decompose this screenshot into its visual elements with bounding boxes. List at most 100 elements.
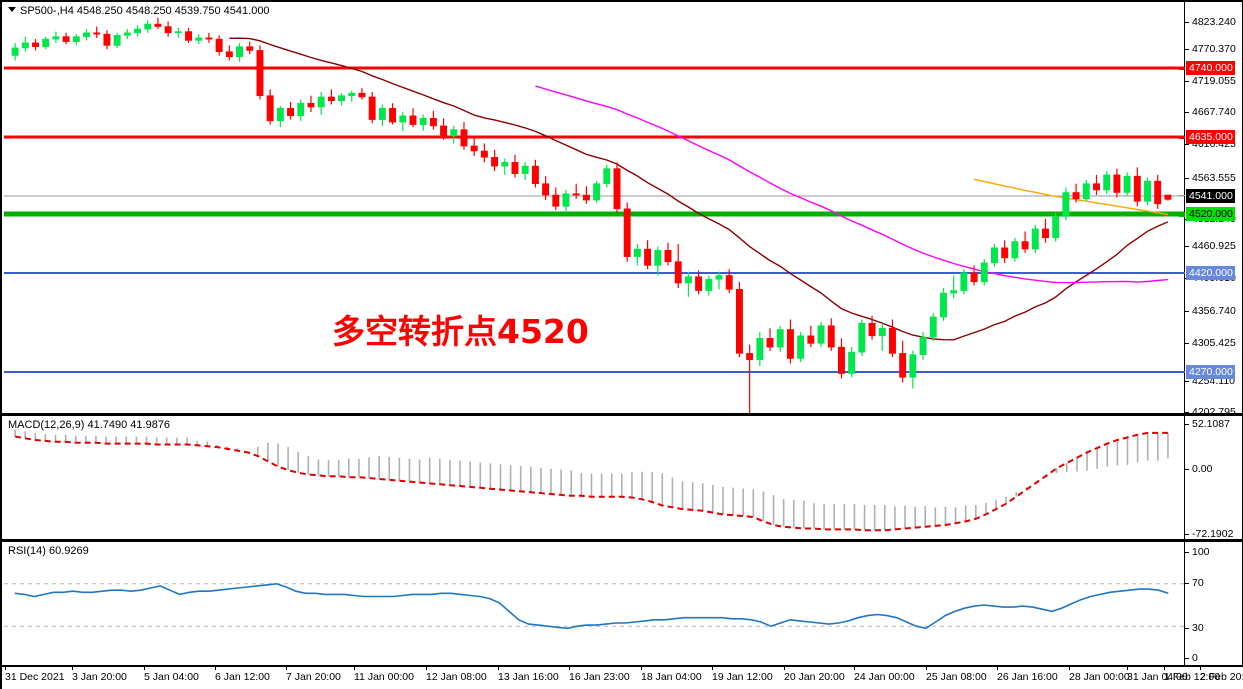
macd-axis-tick: 52.1087	[1185, 418, 1230, 430]
candle	[674, 244, 682, 289]
rsi-axis-tick: 30	[1185, 622, 1204, 634]
candle	[827, 318, 835, 351]
time-axis-label: 5 Jan 04:00	[144, 666, 199, 683]
rsi-axis-tick: 0	[1185, 652, 1198, 664]
price-axis[interactable]: 4823.240 4770.370 4719.055 4667.740 4616.425…	[1179, 2, 1242, 413]
candle	[1164, 194, 1172, 201]
candle	[623, 202, 631, 262]
candle	[542, 176, 550, 201]
candle	[991, 244, 998, 267]
candle	[1113, 168, 1121, 198]
candle	[1052, 212, 1060, 242]
macd-panel: 52.1087 0.00 -72.1902 MACD(12,26,9) 41.749…	[0, 414, 1243, 540]
candle	[919, 332, 927, 360]
candle	[664, 242, 672, 266]
candle	[327, 89, 335, 105]
candle	[185, 27, 192, 43]
price-level-tag[interactable]: 4740.000	[1186, 61, 1235, 75]
time-axis-label: 28 Jan 00:00	[1069, 666, 1130, 683]
rsi-axis-tick: 100	[1185, 546, 1210, 558]
time-axis[interactable]: 31 Dec 2021 3 Jan 20:00 5 Jan 04:00 6 Jan 1…	[0, 666, 1243, 689]
candle	[582, 186, 590, 204]
candle	[888, 319, 896, 358]
candle	[246, 41, 254, 55]
candle	[256, 45, 264, 100]
candle	[1123, 172, 1131, 197]
candle	[225, 45, 233, 61]
macd-plot-area[interactable]	[4, 416, 1187, 539]
candle	[807, 325, 815, 348]
candle	[134, 25, 141, 37]
candle	[960, 269, 968, 295]
candle	[1072, 183, 1080, 203]
candle	[399, 112, 407, 131]
candle	[21, 36, 29, 52]
rsi-axis[interactable]: 100 70 30 0	[1184, 542, 1242, 665]
candle	[511, 154, 519, 178]
candle	[348, 90, 356, 102]
price-level-tag[interactable]: 4520.000	[1186, 207, 1235, 221]
candle	[460, 122, 468, 150]
candle	[317, 91, 325, 115]
candle	[1133, 167, 1141, 207]
candle	[440, 118, 448, 140]
candle	[266, 89, 274, 125]
candle	[593, 181, 601, 203]
candle	[154, 17, 162, 30]
price-chart-panel: 多空转折点4520 4823.240 4770.370 4719.055 4667.7…	[0, 0, 1243, 414]
candle	[144, 20, 152, 33]
caret-down-icon[interactable]	[8, 7, 16, 12]
candle	[868, 315, 876, 340]
rsi-axis-tick: 70	[1185, 577, 1204, 589]
price-level-tag[interactable]: 4541.000	[1186, 189, 1235, 203]
candle	[215, 35, 223, 56]
price-axis-tick: 4667.740	[1185, 106, 1236, 118]
candle	[786, 319, 794, 364]
price-axis-tick: 4563.555	[1185, 172, 1236, 184]
candle	[1042, 218, 1049, 243]
macd-svg	[14, 429, 1169, 532]
candle	[123, 29, 131, 40]
price-level-tag[interactable]: 4420.000	[1186, 266, 1235, 280]
candle	[929, 313, 937, 341]
candlestick-svg	[4, 17, 1187, 413]
time-axis-label: 31 Dec 2021	[5, 666, 65, 683]
rsi-plot-area[interactable]	[4, 542, 1187, 665]
time-axis-label: 18 Jan 04:00	[641, 666, 702, 683]
time-axis-label: 2 Feb 20:00	[1200, 666, 1243, 683]
time-axis-label: 24 Jan 00:00	[854, 666, 915, 683]
price-axis-tick: 4356.740	[1185, 305, 1236, 317]
candle	[52, 31, 60, 43]
time-axis-label: 7 Jan 20:00	[286, 666, 341, 683]
candle	[1011, 237, 1019, 262]
candle	[307, 95, 315, 113]
candle	[878, 323, 886, 351]
candle	[113, 32, 121, 48]
price-plot-area[interactable]	[4, 2, 1187, 413]
time-axis-label: 19 Jan 12:00	[712, 666, 773, 683]
candle	[909, 350, 917, 389]
candle	[695, 270, 703, 295]
time-axis-label: 1 Feb 12:00	[1164, 666, 1221, 683]
symbol-info-text: SP500-,H4 4548.250 4548.250 4539.750 454…	[20, 5, 270, 17]
time-axis-label: 25 Jan 08:00	[926, 666, 987, 683]
price-axis-tick: 4305.425	[1185, 337, 1236, 349]
rsi-svg	[4, 582, 1187, 630]
candle	[1031, 225, 1039, 253]
price-level-tag[interactable]: 4270.000	[1186, 365, 1235, 379]
candle	[32, 39, 39, 51]
candle	[419, 114, 427, 131]
price-level-tag[interactable]: 4635.000	[1186, 130, 1235, 144]
macd-axis[interactable]: 52.1087 0.00 -72.1902	[1184, 416, 1242, 539]
candle	[797, 332, 805, 363]
candle	[491, 149, 499, 172]
candle	[950, 275, 958, 299]
macd-axis-tick: -72.1902	[1185, 528, 1233, 539]
candle	[939, 288, 947, 321]
candle	[1103, 171, 1111, 194]
candle	[236, 42, 244, 62]
price-axis-tick: 4719.055	[1185, 75, 1236, 87]
price-axis-tick: 4460.925	[1185, 240, 1236, 252]
candle	[276, 105, 284, 128]
candle	[1093, 174, 1100, 196]
